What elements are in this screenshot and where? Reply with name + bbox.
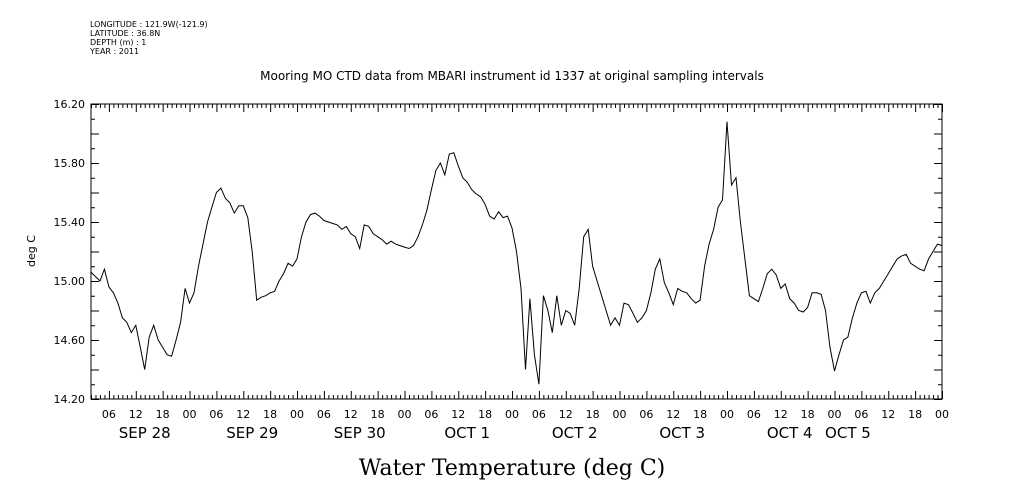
x-tick-label: 06	[639, 408, 653, 421]
x-tick-label: 00	[398, 408, 412, 421]
series-line-water-temperature	[90, 121, 943, 385]
day-label: SEP 29	[226, 424, 278, 442]
x-tick-label: 18	[478, 408, 492, 421]
latitude-label: LATITUDE : 36.8N	[90, 29, 161, 38]
x-tick-label: 12	[129, 408, 143, 421]
day-label: OCT 3	[659, 424, 705, 442]
chart-title: Mooring MO CTD data from MBARI instrumen…	[260, 69, 764, 83]
y-tick-label: 15.80	[54, 157, 86, 170]
day-label: OCT 2	[552, 424, 598, 442]
x-tick-label: 06	[317, 408, 331, 421]
x-tick-label: 06	[747, 408, 761, 421]
x-axis-label: Water Temperature (deg C)	[359, 456, 666, 481]
day-label: OCT 1	[444, 424, 490, 442]
x-tick-label: 00	[828, 408, 842, 421]
x-tick-labels: 06 12 18 00 06 12 18 00 06 12 18 00 06 12 18 00 06 12 18 00…	[102, 408, 949, 421]
y-tick-label: 14.60	[54, 334, 86, 347]
longitude-label: LONGITUDE : 121.9W(-121.9)	[90, 20, 208, 29]
x-tick-label: 18	[371, 408, 385, 421]
x-tick-label: 12	[451, 408, 465, 421]
x-tick-label: 12	[774, 408, 788, 421]
x-tick-label: 00	[183, 408, 197, 421]
x-tick-label: 18	[263, 408, 277, 421]
x-tick-label: 00	[720, 408, 734, 421]
x-tick-label: 06	[102, 408, 116, 421]
x-tick-label: 18	[801, 408, 815, 421]
x-tick-label: 12	[881, 408, 895, 421]
x-tick-label: 00	[290, 408, 304, 421]
depth-label: DEPTH (m) : 1	[90, 38, 147, 47]
day-label: SEP 30	[334, 424, 386, 442]
x-tick-label: 00	[935, 408, 949, 421]
x-tick-label: 06	[532, 408, 546, 421]
day-label: SEP 28	[119, 424, 171, 442]
day-labels: SEP 28 SEP 29 SEP 30 OCT 1 OCT 2 OCT 3 OCT 4 OC…	[119, 424, 871, 442]
x-tick-label: 12	[344, 408, 358, 421]
x-tick-label: 06	[854, 408, 868, 421]
day-label: OCT 4	[767, 424, 813, 442]
x-tick-label: 00	[505, 408, 519, 421]
day-label: OCT 5	[825, 424, 871, 442]
y-tick-labels: 14.20 14.60 15.00 15.40 15.80 16.20	[54, 98, 86, 406]
x-tick-label: 18	[156, 408, 170, 421]
y-axis-label: deg C	[25, 235, 38, 267]
y-tick-label: 15.40	[54, 216, 86, 229]
year-label: YEAR : 2011	[90, 47, 140, 56]
x-tick-label: 18	[586, 408, 600, 421]
x-tick-label: 12	[236, 408, 250, 421]
x-tick-label: 12	[559, 408, 573, 421]
x-tick-label: 00	[613, 408, 627, 421]
x-tick-label: 06	[424, 408, 438, 421]
axis-ticks	[91, 104, 943, 400]
x-tick-label: 12	[666, 408, 680, 421]
x-tick-label: 06	[209, 408, 223, 421]
x-tick-label: 18	[693, 408, 707, 421]
x-tick-label: 18	[908, 408, 922, 421]
y-tick-label: 16.20	[54, 98, 86, 111]
y-tick-label: 15.00	[54, 275, 86, 288]
metadata-block: LONGITUDE : 121.9W(-121.9) LATITUDE : 36…	[90, 20, 208, 56]
y-tick-label: 14.20	[54, 393, 86, 406]
